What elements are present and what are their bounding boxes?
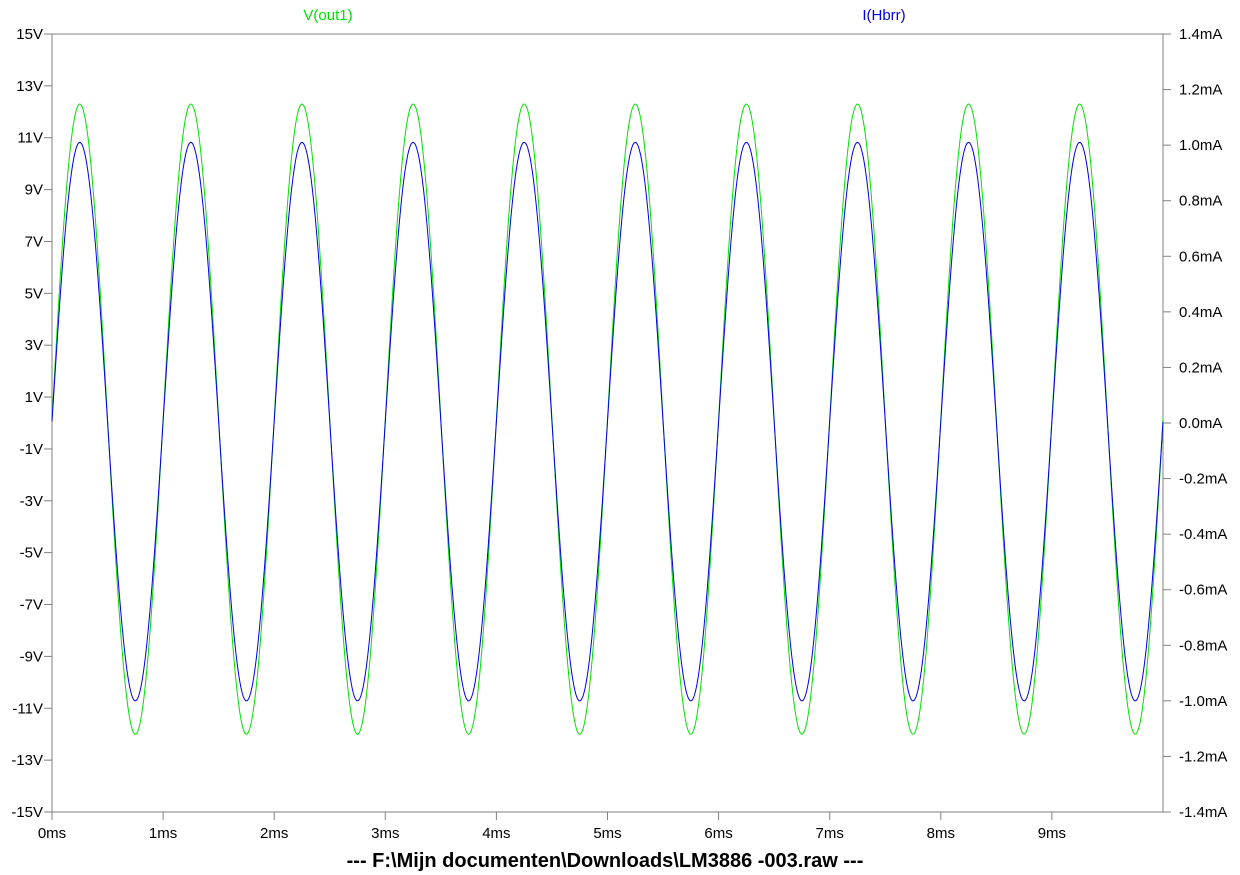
left-tick-label: -1V — [20, 441, 43, 458]
bottom-tick-label: 2ms — [260, 825, 288, 842]
right-tick-label: 0.4mA — [1179, 304, 1222, 321]
right-tick-label: -0.4mA — [1179, 526, 1227, 543]
right-tick-label: 1.2mA — [1179, 82, 1222, 99]
right-tick-label: 0.8mA — [1179, 193, 1222, 210]
bottom-tick-label: 3ms — [371, 825, 399, 842]
right-tick-label: 1.0mA — [1179, 137, 1222, 154]
right-tick-label: 0.0mA — [1179, 415, 1222, 432]
left-tick-label: 3V — [25, 337, 43, 354]
right-tick-label: 1.4mA — [1179, 26, 1222, 43]
bottom-tick-label: 5ms — [593, 825, 621, 842]
right-tick-label: -1.4mA — [1179, 804, 1227, 821]
bottom-tick-label: 6ms — [704, 825, 732, 842]
left-tick-label: 9V — [25, 182, 43, 199]
left-tick-label: 7V — [25, 233, 43, 250]
right-tick-label: -1.0mA — [1179, 693, 1227, 710]
left-tick-label: 13V — [16, 78, 43, 95]
bottom-tick-label: 4ms — [482, 825, 510, 842]
bottom-tick-label: 7ms — [816, 825, 844, 842]
right-tick-label: -0.2mA — [1179, 471, 1227, 488]
left-tick-label: 15V — [16, 26, 43, 43]
right-tick-label: 0.2mA — [1179, 359, 1222, 376]
bottom-tick-label: 8ms — [927, 825, 955, 842]
right-tick-label: 0.6mA — [1179, 248, 1222, 265]
left-tick-label: 11V — [17, 130, 43, 147]
bottom-tick-label: 1ms — [149, 825, 177, 842]
file-title: --- F:\Mijn documenten\Downloads\LM3886 … — [347, 850, 864, 872]
legend-i-hbrr[interactable]: I(Hbrr) — [862, 7, 905, 24]
right-tick-label: -0.6mA — [1179, 582, 1227, 599]
left-tick-label: -7V — [20, 597, 43, 614]
left-tick-label: -13V — [11, 752, 43, 769]
left-tick-label: -5V — [20, 545, 43, 562]
series-line-i-hbrr — [51, 141, 1164, 702]
right-tick-label: -0.8mA — [1179, 637, 1227, 654]
left-tick-label: -9V — [20, 648, 43, 665]
bottom-axis-ticks: 0ms 1ms 2ms 3ms 4ms 5ms 6ms 7ms 8ms 9ms — [38, 812, 1066, 842]
left-axis-ticks: 15V 13V 11V 9V 7V 5V 3V 1V -1V -3V -5V -7V -9V -11V -1… — [11, 26, 52, 821]
left-tick-label: -11V — [12, 700, 43, 717]
left-tick-label: 5V — [25, 285, 43, 302]
right-axis-ticks: 1.4mA 1.2mA 1.0mA 0.8mA 0.6mA 0.4mA 0.2mA 0.0mA… — [1163, 26, 1227, 821]
bottom-tick-label: 0ms — [38, 825, 66, 842]
left-tick-label: -15V — [11, 804, 43, 821]
left-tick-label: 1V — [25, 389, 43, 406]
legend-v-out1[interactable]: V(out1) — [303, 7, 352, 24]
bottom-tick-label: 9ms — [1038, 825, 1066, 842]
left-tick-label: -3V — [20, 493, 43, 510]
right-tick-label: -1.2mA — [1179, 748, 1227, 765]
